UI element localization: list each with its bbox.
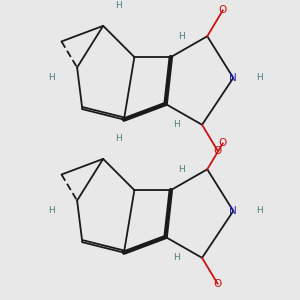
Text: H: H: [256, 74, 263, 82]
Text: H: H: [173, 253, 179, 262]
Text: H: H: [178, 32, 184, 41]
Text: H: H: [256, 206, 263, 215]
Text: N: N: [230, 73, 237, 83]
Text: O: O: [214, 146, 222, 156]
Text: H: H: [116, 134, 122, 142]
Text: H: H: [48, 206, 54, 215]
Text: H: H: [116, 1, 122, 10]
Text: H: H: [48, 74, 54, 82]
Text: O: O: [219, 5, 227, 15]
Text: O: O: [219, 138, 227, 148]
Text: H: H: [173, 120, 179, 129]
Text: O: O: [214, 279, 222, 289]
Text: H: H: [178, 165, 184, 174]
Text: N: N: [230, 206, 237, 216]
